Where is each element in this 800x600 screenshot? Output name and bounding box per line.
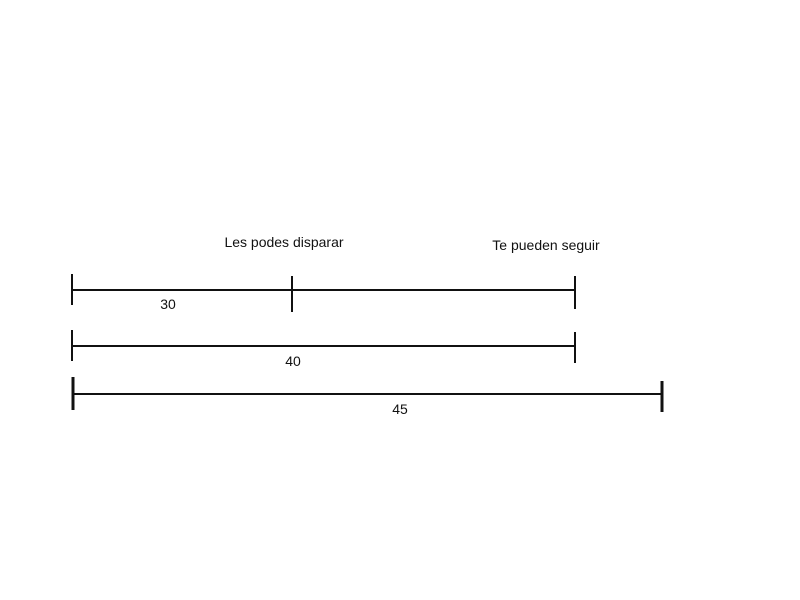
bar-45-value: 45 <box>392 401 408 417</box>
label-les-podes-disparar: Les podes disparar <box>224 234 343 250</box>
bar-30-value: 30 <box>160 296 176 312</box>
bar-45: 45 <box>71 377 664 417</box>
bar-40-value: 40 <box>285 353 301 369</box>
bar-30: 30 <box>71 274 576 312</box>
label-te-pueden-seguir: Te pueden seguir <box>492 237 600 253</box>
bar-40: 40 <box>71 330 576 369</box>
